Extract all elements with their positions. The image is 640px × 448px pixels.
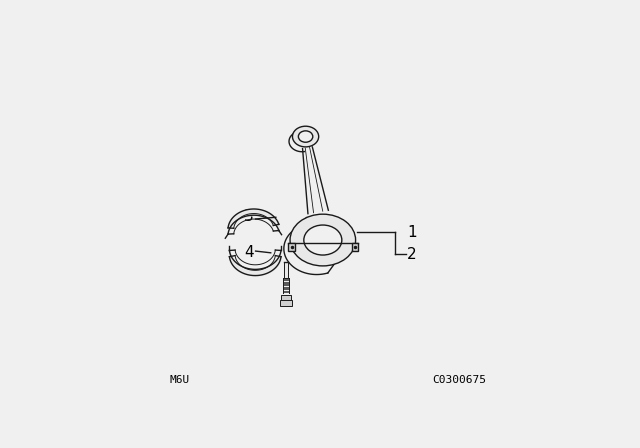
Text: 4: 4 xyxy=(244,245,254,260)
Ellipse shape xyxy=(292,126,319,147)
Text: M6U: M6U xyxy=(170,375,189,385)
Bar xyxy=(280,300,292,306)
Bar xyxy=(280,295,291,300)
Ellipse shape xyxy=(290,214,356,266)
Text: C0300675: C0300675 xyxy=(433,375,486,385)
FancyBboxPatch shape xyxy=(351,243,358,251)
Text: 3: 3 xyxy=(244,209,254,224)
Ellipse shape xyxy=(298,131,313,142)
FancyBboxPatch shape xyxy=(289,243,294,251)
Bar xyxy=(284,263,289,277)
Ellipse shape xyxy=(304,225,342,255)
Text: 1: 1 xyxy=(407,225,417,240)
Text: 2: 2 xyxy=(407,247,417,262)
